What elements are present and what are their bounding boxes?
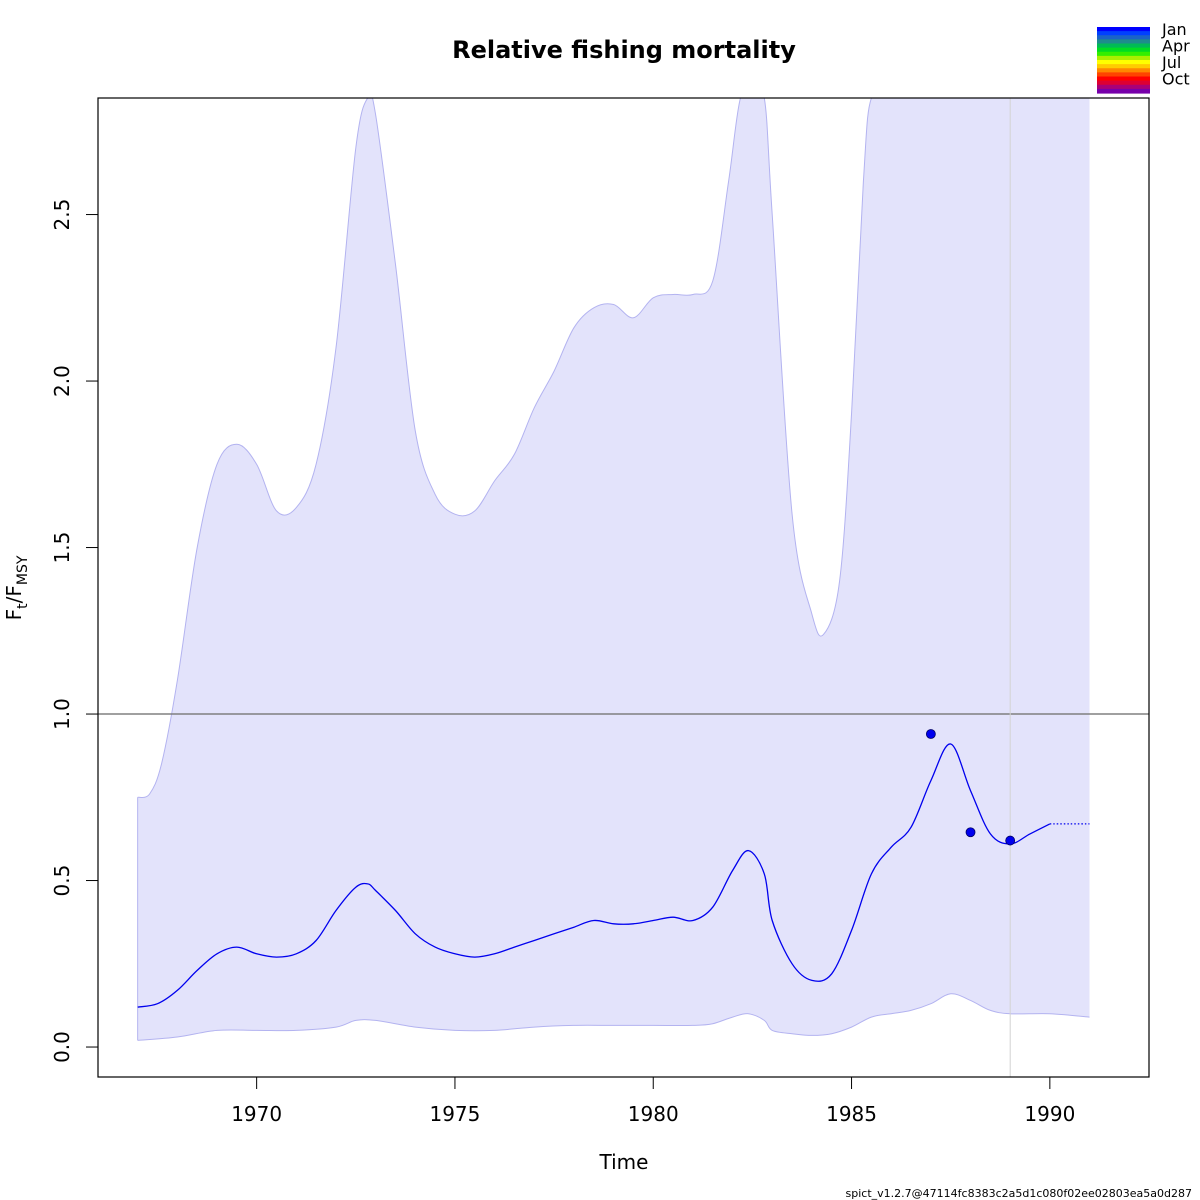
y-tick-label: 0.5 [50, 865, 74, 897]
y-axis-title: Ft/FMSY [2, 555, 31, 620]
legend-color-swatch [1097, 72, 1150, 78]
x-tick-label: 1990 [1024, 1102, 1075, 1126]
legend-color-swatch [1097, 68, 1150, 73]
legend-color-swatch [1097, 51, 1150, 57]
y-axis-title-sep: /F [2, 585, 26, 603]
legend-color-swatch [1097, 31, 1150, 36]
legend-color-swatch [1097, 76, 1150, 82]
estimate-line [137, 743, 1051, 1008]
y-axis-title-sub1: t [15, 603, 31, 609]
legend-label: Apr [1162, 37, 1190, 56]
legend-color-swatch [1097, 84, 1150, 90]
legend-color-swatch [1097, 27, 1150, 32]
y-tick-label: 2.0 [50, 365, 74, 397]
x-tick-label: 1975 [429, 1102, 480, 1126]
y-tick-label: 0.0 [50, 1031, 74, 1063]
axes: 1970 1975 1980 1985 1990 0.0 0.5 1.0 1.5 2.0 2.5 [50, 97, 1150, 1126]
legend-color-swatch [1097, 64, 1150, 69]
legend-color-swatch [1097, 47, 1150, 53]
legend-label: Jan [1161, 20, 1187, 39]
observation-point [925, 729, 936, 739]
y-tick-label: 2.5 [50, 199, 74, 231]
plot-frame [97, 97, 1150, 1078]
y-tick-label: 1.0 [50, 698, 74, 730]
legend-color-swatch [1097, 39, 1150, 45]
upper-ci-line [137, 98, 1090, 798]
plot-area [98, 98, 1149, 1077]
legend-color-swatch [1097, 88, 1150, 94]
legend-color-swatch [1097, 43, 1150, 49]
x-tick-label: 1980 [628, 1102, 679, 1126]
chart-title: Relative fishing mortality [452, 36, 796, 64]
lower-ci-line [137, 993, 1090, 1041]
confidence-band [137, 98, 1090, 1041]
observation-point [1005, 835, 1016, 846]
x-tick-label: 1985 [826, 1102, 877, 1126]
x-axis-title: Time [599, 1150, 649, 1174]
y-axis-title-main: F [2, 609, 26, 621]
y-axis-title-sub2: MSY [15, 555, 31, 585]
legend-label: Jul [1161, 53, 1181, 72]
legend-color-swatch [1097, 80, 1150, 86]
legend-color-swatch [1097, 55, 1150, 61]
legend-color-swatch [1097, 60, 1150, 65]
plot-clip-group [98, 98, 1149, 1077]
footer-version: spict_v1.2.7@47114fc8383c2a5d1c080f02ee0… [846, 1187, 1192, 1200]
legend-label: Oct [1162, 70, 1190, 89]
legend-color-swatch [1097, 35, 1150, 40]
x-tick-label: 1970 [231, 1102, 282, 1126]
y-tick-label: 1.5 [50, 532, 74, 564]
observation-point [965, 827, 976, 838]
